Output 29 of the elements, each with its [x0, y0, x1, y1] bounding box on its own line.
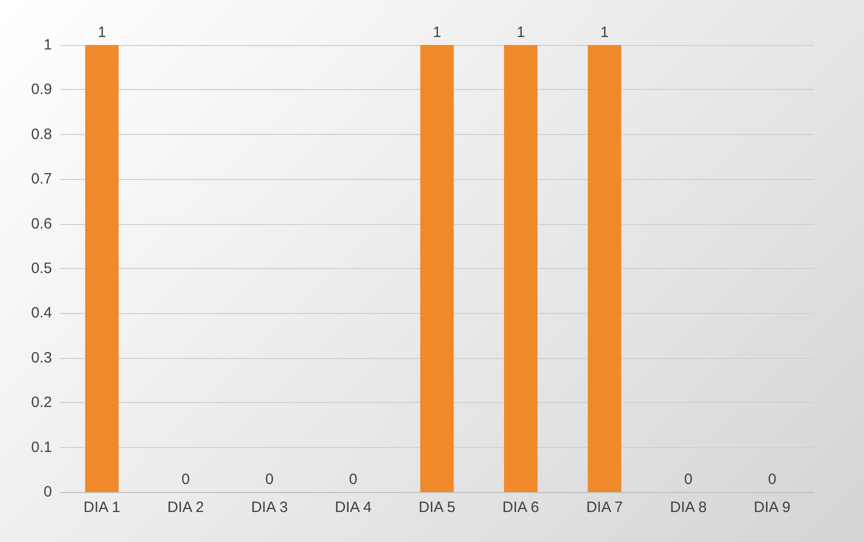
- data-label: 1: [432, 24, 442, 41]
- x-tick-label: DIA 4: [334, 499, 372, 516]
- x-tick-label: DIA 1: [84, 499, 120, 516]
- x-tick-label: DIA 8: [670, 499, 707, 516]
- x-tick-label: DIA 9: [754, 499, 790, 516]
- y-tick-label: 0.7: [31, 170, 52, 188]
- x-tick-label: DIA 7: [586, 499, 623, 516]
- x-tick-label: DIA 5: [418, 499, 456, 516]
- y-tick-label: 0.3: [31, 349, 52, 366]
- data-label: 1: [98, 24, 106, 41]
- y-tick-label: 0.5: [31, 260, 52, 277]
- data-label: 1: [600, 24, 609, 41]
- x-tick-label: DIA 6: [502, 499, 540, 516]
- data-label: 0: [768, 471, 776, 488]
- data-label: 1: [516, 24, 525, 41]
- y-tick-label: 0.2: [31, 394, 52, 412]
- y-tick-label: 0.8: [31, 126, 52, 143]
- data-label: 0: [265, 471, 274, 488]
- data-label: 0: [181, 471, 190, 488]
- data-label: 0: [684, 471, 693, 488]
- y-tick-label: 0.9: [31, 81, 52, 98]
- y-tick-label: 0.1: [31, 438, 52, 456]
- y-tick-label: 0.4: [31, 304, 52, 322]
- y-tick-label: 1: [44, 36, 52, 54]
- y-tick-label: 0.6: [31, 215, 52, 232]
- x-tick-label: DIA 3: [251, 499, 288, 516]
- x-tick-label: DIA 2: [167, 499, 204, 516]
- y-tick-label: 0: [44, 484, 52, 500]
- data-label: 0: [349, 471, 358, 488]
